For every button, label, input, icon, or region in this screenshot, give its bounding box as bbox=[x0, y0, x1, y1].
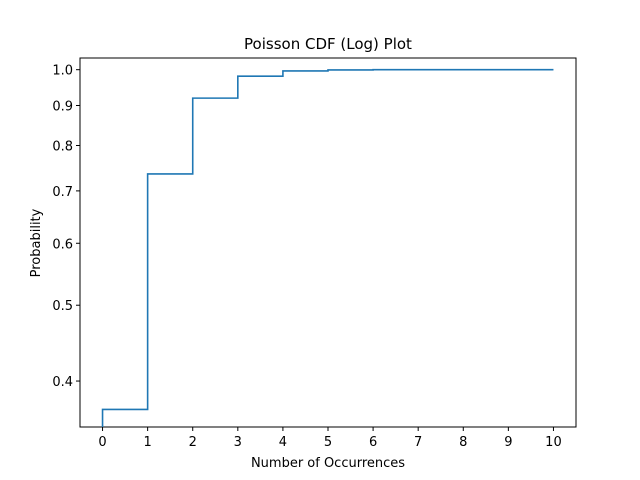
x-tick-label: 6 bbox=[369, 435, 377, 450]
x-tick-label: 5 bbox=[324, 435, 332, 450]
y-tick-label: 0.4 bbox=[52, 375, 73, 390]
y-tick-label: 0.6 bbox=[52, 237, 73, 252]
y-tick-label: 0.8 bbox=[52, 140, 73, 155]
x-tick-label: 8 bbox=[459, 435, 467, 450]
chart-title: Poisson CDF (Log) Plot bbox=[244, 35, 412, 53]
x-tick-label: 3 bbox=[234, 435, 242, 450]
cdf-step-line bbox=[101, 68, 554, 427]
y-tick-label: 0.9 bbox=[52, 99, 73, 114]
x-tick-label: 10 bbox=[545, 435, 562, 450]
x-tick-label: 0 bbox=[98, 435, 106, 450]
y-axis-title: Probability bbox=[29, 208, 44, 277]
plot-area: 0 1 2 3 4 5 6 7 8 9 10 0.4 0.5 0.6 0.7 0.8 0.9 1.0 bbox=[52, 57, 577, 450]
x-tick-label: 9 bbox=[504, 435, 512, 450]
x-axis-title: Number of Occurrences bbox=[251, 456, 405, 471]
x-tick-label: 1 bbox=[143, 435, 151, 450]
x-tick-label: 4 bbox=[279, 435, 287, 450]
x-tick-label: 7 bbox=[414, 435, 422, 450]
y-tick-label: 0.5 bbox=[52, 299, 73, 314]
y-tick-label: 0.7 bbox=[52, 185, 73, 200]
x-tick-label: 2 bbox=[189, 435, 197, 450]
y-tick-label: 1.0 bbox=[52, 64, 73, 79]
